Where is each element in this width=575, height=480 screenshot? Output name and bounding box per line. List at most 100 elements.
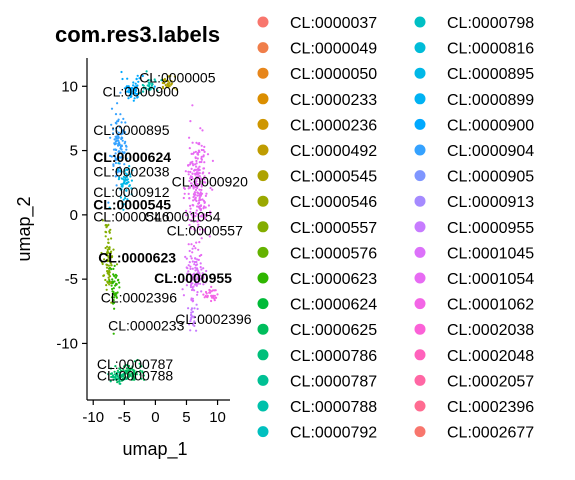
scatter-point — [104, 278, 107, 282]
legend-swatch — [257, 118, 269, 130]
scatter-point — [188, 218, 191, 221]
scatter-point — [195, 303, 198, 306]
scatter-point — [126, 168, 129, 171]
scatter-point — [189, 170, 192, 174]
scatter-point — [196, 272, 199, 275]
scatter-point — [118, 378, 121, 381]
scatter-point — [200, 185, 203, 188]
scatter-point — [189, 210, 192, 214]
scatter-point — [209, 212, 212, 215]
scatter-point — [198, 175, 201, 178]
scatter-point — [191, 177, 194, 180]
scatter-point — [202, 207, 205, 210]
legend-swatch — [257, 195, 269, 207]
scatter-point — [108, 283, 111, 286]
scatter-points — [100, 70, 219, 385]
legend-swatch — [257, 349, 269, 361]
scatter-point — [202, 275, 205, 278]
scatter-point — [111, 255, 114, 258]
scatter-point — [121, 150, 124, 154]
scatter-point — [192, 216, 195, 219]
scatter-point — [132, 369, 135, 372]
scatter-point — [121, 130, 124, 133]
legend-swatch — [257, 144, 269, 156]
scatter-point — [148, 86, 151, 89]
scatter-point — [125, 377, 128, 380]
scatter-point — [106, 281, 109, 284]
cluster-label: CL:0002396 — [175, 311, 252, 327]
legend-swatch — [414, 170, 426, 182]
scatter-point — [197, 149, 200, 152]
legend-label: CL:0001045 — [447, 245, 534, 262]
scatter-point — [170, 83, 173, 86]
scatter-point — [122, 198, 125, 201]
scatter-point — [125, 372, 128, 375]
scatter-point — [200, 155, 203, 158]
legend-label: CL:0000492 — [290, 143, 377, 160]
cluster-label: CL:0000920 — [172, 174, 249, 190]
legend-label: CL:0000050 — [290, 66, 377, 83]
scatter-point — [202, 149, 205, 152]
scatter-point — [164, 84, 167, 87]
scatter-point — [201, 198, 204, 201]
scatter-point — [110, 301, 113, 304]
scatter-point — [108, 269, 111, 272]
scatter-point — [200, 290, 203, 293]
scatter-point — [170, 80, 173, 83]
cluster-label: CL:0000546 — [93, 208, 170, 224]
scatter-point — [187, 170, 190, 173]
scatter-point — [116, 279, 120, 282]
scatter-point — [110, 237, 113, 240]
scatter-point — [126, 182, 129, 185]
scatter-point — [105, 266, 109, 269]
legend-swatch — [414, 42, 426, 54]
scatter-point — [200, 277, 203, 280]
scatter-point — [165, 85, 168, 89]
legend-label: CL:0000786 — [290, 348, 377, 365]
scatter-point — [205, 213, 209, 216]
scatter-point — [114, 293, 117, 296]
scatter-point — [112, 290, 115, 294]
scatter-point — [108, 275, 112, 278]
legend-swatch — [414, 144, 426, 156]
scatter-point — [131, 376, 134, 380]
scatter-point — [164, 79, 167, 82]
scatter-point — [211, 159, 214, 162]
scatter-point — [111, 280, 114, 283]
scatter-point — [185, 209, 188, 212]
scatter-point — [181, 288, 184, 291]
scatter-point — [199, 282, 202, 285]
scatter-point — [192, 193, 195, 196]
legend-label: CL:0002677 — [447, 425, 534, 442]
scatter-point — [118, 126, 122, 129]
scatter-point — [189, 265, 192, 268]
scatter-point — [128, 184, 131, 187]
scatter-point — [162, 87, 165, 90]
y-axis-label: umap_2 — [14, 196, 35, 261]
legend-swatch — [414, 195, 426, 207]
scatter-point — [116, 373, 119, 376]
x-tick-label: -10 — [82, 409, 104, 426]
legend-swatch — [257, 170, 269, 182]
scatter-point — [114, 365, 117, 368]
scatter-point — [136, 358, 139, 362]
scatter-point — [131, 87, 134, 90]
scatter-point — [182, 196, 185, 200]
scatter-point — [200, 158, 203, 161]
scatter-point — [195, 284, 198, 287]
scatter-point — [104, 246, 107, 250]
cluster-label: CL:0002396 — [101, 289, 178, 305]
scatter-point — [188, 197, 191, 200]
scatter-point — [119, 91, 122, 94]
scatter-point — [114, 373, 117, 376]
scatter-point — [202, 267, 205, 270]
scatter-point — [194, 247, 197, 250]
scatter-point — [128, 165, 131, 168]
scatter-point — [131, 169, 134, 172]
scatter-point — [198, 199, 201, 202]
legend-swatch — [414, 374, 426, 386]
legend-swatch — [257, 426, 269, 438]
scatter-point — [109, 228, 112, 231]
legend-label: CL:0001054 — [447, 271, 534, 288]
